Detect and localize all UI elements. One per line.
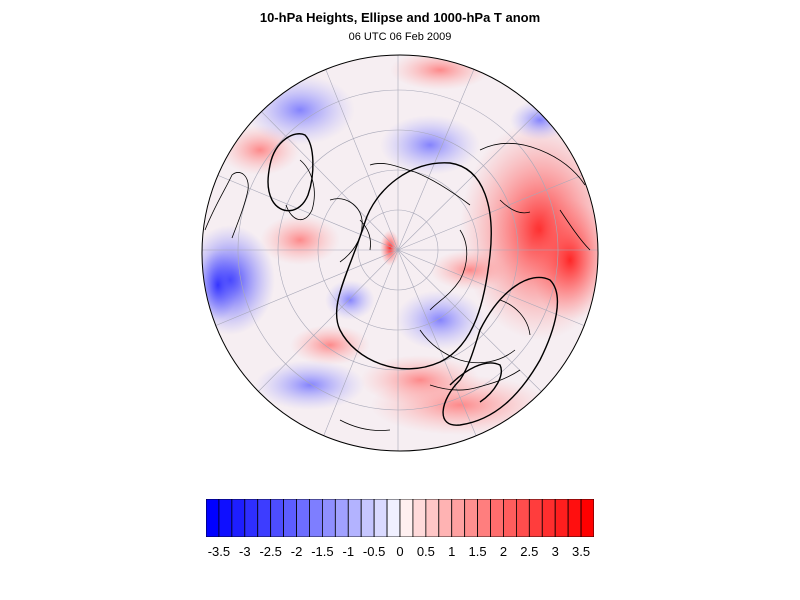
colorbar-swatch bbox=[438, 499, 453, 537]
colorbar-swatch bbox=[257, 499, 272, 537]
colorbar-tick-label: 3.5 bbox=[572, 544, 591, 559]
colorbar-tick-label: -3.5 bbox=[207, 544, 231, 559]
colorbar-swatch bbox=[334, 499, 349, 537]
colorbar-swatch bbox=[464, 499, 478, 537]
colorbar-swatch bbox=[296, 499, 310, 537]
colorbar-tick-label: -2 bbox=[290, 544, 303, 559]
colorbar-tick-label: 2.5 bbox=[520, 544, 539, 559]
colorbar-swatch bbox=[490, 499, 504, 537]
colorbar-swatch bbox=[386, 499, 401, 537]
colorbar-swatch bbox=[580, 499, 594, 537]
colorbar-swatch bbox=[283, 499, 297, 537]
colorbar-swatch bbox=[503, 499, 517, 537]
colorbar-swatch bbox=[528, 499, 543, 537]
colorbar-tick-label: 0.5 bbox=[416, 544, 435, 559]
colorbar-tick-label: -1 bbox=[342, 544, 355, 559]
colorbar-swatch bbox=[206, 499, 220, 537]
colorbar-swatch bbox=[322, 499, 336, 537]
colorbar-swatch bbox=[515, 499, 530, 537]
colorbar-swatch bbox=[412, 499, 427, 537]
warm-anomaly-core bbox=[530, 200, 598, 320]
contour-northwest bbox=[267, 133, 314, 212]
colorbar-swatch bbox=[425, 499, 440, 537]
colorbar-swatch bbox=[231, 499, 246, 537]
colorbar-tick-label: 1.5 bbox=[468, 544, 487, 559]
coastlines bbox=[204, 142, 591, 431]
colorbar-swatch bbox=[244, 499, 259, 537]
graticule bbox=[202, 55, 598, 451]
colorbar-swatch bbox=[399, 499, 414, 537]
colorbar-swatch bbox=[360, 499, 375, 537]
colorbar-swatch bbox=[541, 499, 556, 537]
colorbar-swatch bbox=[347, 499, 362, 537]
colorbar-swatch bbox=[373, 499, 388, 537]
temperature-anomaly-field bbox=[202, 55, 598, 451]
cold-anomaly-south bbox=[255, 360, 365, 410]
warm-anomaly-west bbox=[260, 215, 340, 265]
colorbar-swatch bbox=[218, 499, 233, 537]
colorbar-tick-label: 2 bbox=[499, 544, 508, 559]
colorbar-swatch bbox=[451, 499, 466, 537]
map-title: 10-hPa Heights, Ellipse and 1000-hPa T a… bbox=[259, 10, 541, 25]
colorbar-tick-label: -0.5 bbox=[362, 544, 386, 559]
colorbar-swatch bbox=[270, 499, 284, 537]
colorbar-swatch bbox=[477, 499, 491, 537]
map-subtitle: 06 UTC 06 Feb 2009 bbox=[348, 31, 452, 43]
contour-southeast bbox=[442, 276, 558, 426]
contour-south-inner bbox=[449, 362, 502, 403]
colorbar-swatch bbox=[554, 499, 569, 537]
colorbar-tick-label: -3 bbox=[239, 544, 251, 559]
colorbar-tick-label: 0 bbox=[396, 544, 404, 559]
cold-anomaly-northwest bbox=[245, 75, 355, 145]
colorbar-labels: -3.5 -3 -2.5 -2 -1.5 -1 -0.5 0 0.5 1 1.5 2 2.5 3 3.5 bbox=[0, 544, 800, 564]
colorbar-tick-label: -1.5 bbox=[311, 544, 334, 559]
vortex-contour bbox=[335, 162, 492, 370]
colorbar-swatch bbox=[309, 499, 323, 537]
height-contours bbox=[267, 133, 558, 426]
globe-outline bbox=[201, 54, 599, 452]
colorbar bbox=[206, 499, 594, 537]
colorbar-swatch bbox=[567, 499, 582, 537]
colorbar-tick-label: -2.5 bbox=[259, 544, 282, 559]
colorbar-tick-label: 1 bbox=[448, 544, 456, 559]
colorbar-tick-label: 3 bbox=[551, 544, 559, 559]
